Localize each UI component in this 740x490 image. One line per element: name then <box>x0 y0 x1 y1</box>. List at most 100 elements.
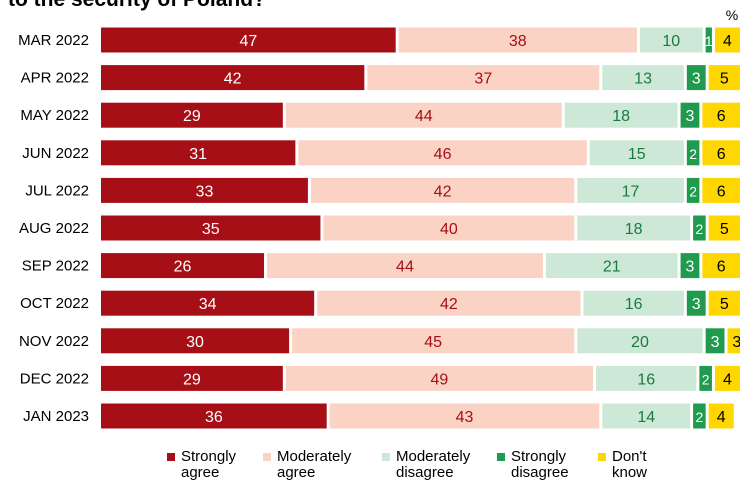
data-label: 5 <box>720 221 729 238</box>
bar-segment <box>285 365 594 391</box>
category-label: SEP 2022 <box>22 258 89 275</box>
bar-segment <box>317 290 581 316</box>
bar-segment <box>589 140 684 166</box>
bar-segment <box>714 27 740 53</box>
bar-segment <box>101 102 283 128</box>
chart-title-fragment: to the security of Poland? <box>8 0 266 11</box>
bar-segment <box>680 253 700 279</box>
data-label: 3 <box>732 334 740 351</box>
bar-segment <box>285 102 562 128</box>
data-label: 37 <box>474 71 492 88</box>
bar-segment <box>577 177 684 203</box>
bar-segment <box>702 177 740 203</box>
legend-label: Strongly <box>511 448 567 465</box>
bar-segment <box>298 140 587 166</box>
bar-segment <box>101 215 321 241</box>
bar-segment <box>267 253 543 279</box>
bar-row: AUG 2022 35 40 18 2 5 <box>19 215 740 241</box>
bar-segment <box>583 290 684 316</box>
data-label: 33 <box>196 183 214 200</box>
data-label: 17 <box>622 183 640 200</box>
bar-row: APR 2022 42 37 13 3 5 <box>21 65 740 91</box>
category-label: APR 2022 <box>21 70 89 87</box>
bar-segment <box>705 328 725 354</box>
legend-label: agree <box>181 464 219 481</box>
bar-row: MAY 2022 29 44 18 3 6 <box>20 102 740 128</box>
data-label: 5 <box>720 71 729 88</box>
data-label: 46 <box>434 146 452 163</box>
bar-segment <box>292 328 575 354</box>
bar-segment <box>101 27 396 53</box>
bar-segment <box>693 215 706 241</box>
data-label: 6 <box>717 183 726 200</box>
bar-segment <box>705 27 712 53</box>
category-label: AUG 2022 <box>19 220 89 237</box>
data-label: 44 <box>415 108 433 125</box>
data-label: 20 <box>631 334 649 351</box>
data-label: 42 <box>224 71 242 88</box>
data-label: 13 <box>634 71 652 88</box>
bar-segment <box>727 328 740 354</box>
bar-segment <box>708 403 734 429</box>
legend-label: know <box>612 464 647 481</box>
bar-row: JAN 2023 36 43 14 2 4 <box>23 403 734 429</box>
data-label: 4 <box>717 409 726 426</box>
category-label: DEC 2022 <box>20 370 89 387</box>
bar-segment <box>708 215 740 241</box>
data-label: 16 <box>625 296 643 313</box>
bar-row: DEC 2022 29 49 16 2 4 <box>20 365 740 391</box>
data-label: 1 <box>705 33 713 49</box>
legend-label: agree <box>277 464 315 481</box>
bar-segment <box>680 102 700 128</box>
bar-segment <box>596 365 697 391</box>
data-label: 2 <box>689 183 697 199</box>
legend-label: disagree <box>396 464 454 481</box>
bar-row: MAR 2022 47 38 10 1 4 <box>18 27 740 53</box>
bar-segment <box>702 253 740 279</box>
data-label: 38 <box>509 33 527 50</box>
data-label: 18 <box>625 221 643 238</box>
legend-label: Don't <box>612 448 647 465</box>
bar-segment <box>101 328 290 354</box>
bar-segment <box>702 102 740 128</box>
bar-segment <box>101 290 315 316</box>
bar-segment <box>367 65 600 91</box>
bar-row: OCT 2022 34 42 16 3 5 <box>20 290 740 316</box>
data-label: 42 <box>434 183 452 200</box>
bar-segment <box>714 365 740 391</box>
data-label: 2 <box>702 371 710 387</box>
bar-segment <box>639 27 703 53</box>
category-label: JAN 2023 <box>23 408 89 425</box>
category-label: OCT 2022 <box>20 295 89 312</box>
legend-swatch <box>263 453 271 461</box>
bar-segment <box>693 403 706 429</box>
legend-label: disagree <box>511 464 569 481</box>
bar-segment <box>577 215 691 241</box>
data-label: 3 <box>686 259 695 276</box>
data-label: 21 <box>603 259 621 276</box>
data-label: 3 <box>692 71 701 88</box>
data-label: 16 <box>637 371 655 388</box>
bar-segment <box>602 403 691 429</box>
data-label: 6 <box>717 146 726 163</box>
unit-label: % <box>726 7 738 23</box>
legend-label: Moderately <box>396 448 471 465</box>
data-label: 29 <box>183 108 201 125</box>
bar-segment <box>329 403 600 429</box>
bar-row: NOV 2022 30 45 20 3 3 <box>19 328 740 354</box>
bar-row: JUN 2022 31 46 15 2 6 <box>22 140 740 166</box>
data-label: 6 <box>717 259 726 276</box>
bar-segment <box>101 177 308 203</box>
bar-segment <box>699 365 712 391</box>
bar-segment <box>101 403 327 429</box>
data-label: 42 <box>440 296 458 313</box>
data-label: 35 <box>202 221 220 238</box>
bar-segment <box>686 65 706 91</box>
